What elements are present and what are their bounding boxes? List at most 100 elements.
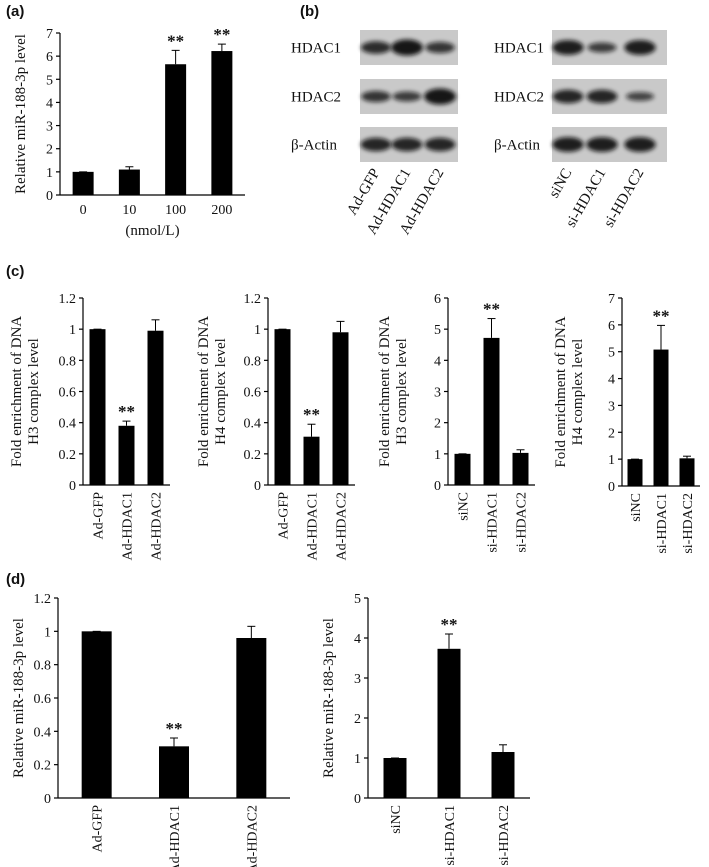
error-bar (247, 625, 256, 638)
x-tick-label: siNC (389, 805, 404, 834)
y-axis-label: H4 complex level (570, 339, 586, 446)
y-axis-label: Fold enrichment of DNA (553, 316, 569, 467)
y-tick-label: 0.6 (34, 692, 52, 707)
bar (303, 436, 320, 485)
y-axis-label: Relative miR-188-3p level (11, 618, 27, 778)
error-bar (445, 633, 453, 649)
y-tick-label: 5 (46, 73, 53, 88)
y-tick-label: 1 (46, 166, 53, 181)
bar (159, 746, 189, 798)
panel-label: (a) (6, 3, 24, 20)
y-tick-label: 4 (354, 632, 361, 647)
significance-label: ** (653, 306, 670, 325)
bar (454, 453, 471, 485)
blot-band (586, 137, 618, 152)
blot-band (424, 88, 456, 105)
error-bar (516, 449, 525, 453)
error-bar (151, 319, 160, 331)
error-bar (170, 737, 178, 747)
y-tick-label: 5 (608, 346, 615, 361)
y-tick-label: 1.2 (59, 292, 77, 307)
bar (89, 329, 106, 485)
y-tick-label: 0.6 (59, 386, 77, 401)
y-tick-label: 0.4 (244, 417, 262, 432)
y-tick-label: 6 (46, 50, 53, 65)
blot-lane-label: siNC (546, 166, 575, 201)
x-tick-label: siNC (457, 492, 472, 521)
error-bar (683, 455, 691, 459)
blot-band (624, 40, 656, 55)
bar (491, 752, 515, 798)
y-tick-label: 1 (434, 448, 441, 463)
y-tick-label: 0 (354, 792, 361, 807)
y-axis-label: Fold enrichment of DNA (196, 316, 212, 467)
x-tick-label: Ad-HDAC1 (306, 492, 321, 560)
blot-band (360, 41, 392, 54)
bar (512, 452, 529, 485)
blot-row-label: HDAC1 (291, 41, 341, 57)
x-tick-label: 0 (80, 203, 87, 218)
y-axis-label: Relative miR-188-3p level (321, 618, 337, 778)
x-tick-label: 10 (122, 203, 136, 218)
blot-row-label: HDAC2 (494, 90, 544, 106)
significance-label: ** (483, 300, 500, 319)
y-tick-label: 0.4 (59, 417, 77, 432)
blot-band (361, 90, 391, 103)
bar (118, 425, 135, 485)
blot-row-label: β-Actin (494, 138, 540, 154)
y-tick-label: 0.6 (244, 386, 262, 401)
x-tick-label: Ad-GFP (91, 805, 106, 853)
y-axis-label: Fold enrichment of DNA (377, 316, 393, 467)
blot-band (587, 42, 617, 53)
x-tick-label: 100 (165, 203, 186, 218)
x-tick-label: Ad-HDAC1 (168, 805, 183, 867)
blot-band (392, 91, 422, 102)
y-axis-label: Relative miR-188-3p level (13, 34, 29, 194)
x-tick-label: Ad-HDAC2 (150, 492, 165, 560)
significance-label: ** (167, 31, 184, 50)
y-tick-label: 0.4 (34, 725, 52, 740)
y-tick-label: 0 (69, 479, 76, 494)
x-tick-label: si-HDAC1 (486, 492, 501, 553)
error-bar (307, 423, 316, 437)
blot-band (552, 89, 584, 104)
x-tick-label: Ad-HDAC2 (245, 805, 260, 867)
bar (383, 758, 407, 798)
error-bar (336, 320, 345, 333)
significance-label: ** (441, 615, 458, 634)
y-tick-label: 1.2 (244, 292, 262, 307)
blot-band (391, 137, 423, 152)
y-tick-label: 1 (608, 453, 615, 468)
y-tick-label: 0 (608, 480, 615, 495)
y-tick-label: 7 (46, 27, 53, 42)
y-tick-label: 5 (434, 323, 441, 338)
x-tick-label: 200 (211, 203, 232, 218)
blot-band (552, 40, 584, 55)
y-tick-label: 1 (354, 752, 361, 767)
x-tick-label: siNC (629, 493, 644, 522)
x-tick-label: si-HDAC1 (443, 805, 458, 866)
x-tick-label: si-HDAC1 (655, 493, 670, 554)
y-tick-label: 0.8 (244, 354, 262, 369)
y-tick-label: 2 (46, 143, 53, 158)
y-tick-label: 2 (608, 426, 615, 441)
y-tick-label: 1 (69, 323, 76, 338)
y-tick-label: 1.2 (34, 592, 52, 607)
x-tick-label: si-HDAC2 (515, 492, 530, 553)
y-tick-label: 4 (608, 373, 615, 388)
bar (165, 64, 187, 195)
blot-band (360, 137, 392, 152)
bar (483, 337, 500, 485)
x-tick-label: Ad-GFP (92, 492, 107, 540)
blot-band (424, 137, 456, 152)
y-tick-label: 0.8 (59, 354, 77, 369)
significance-label: ** (166, 719, 183, 738)
blot-band (391, 39, 423, 56)
error-bar (171, 49, 180, 65)
y-tick-label: 5 (354, 592, 361, 607)
y-tick-label: 0.8 (34, 659, 52, 674)
blot-band (552, 137, 584, 152)
blot-row-label: HDAC1 (494, 41, 544, 57)
bar (653, 349, 669, 486)
